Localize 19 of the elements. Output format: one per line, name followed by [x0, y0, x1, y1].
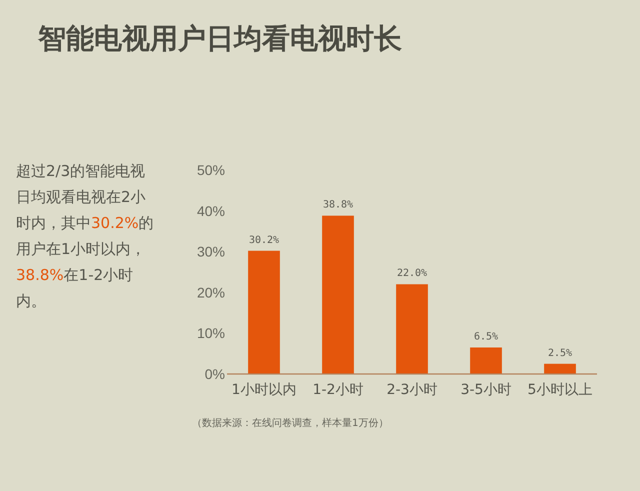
data-label: 22.0%: [396, 268, 428, 280]
x-tick-label: 1-2小时: [312, 382, 364, 398]
x-tick-label: 2-3小时: [386, 382, 438, 398]
x-tick-label: 1小时以内: [232, 382, 296, 398]
data-label: 6.5%: [474, 331, 498, 342]
y-tick-label: 10%: [196, 325, 225, 342]
text: （数据来源：在线问卷调查，样本量1万份）: [192, 416, 388, 430]
y-tick-label: 20%: [196, 284, 225, 300]
data-label: 38.8%: [322, 200, 354, 211]
y-tick-label: 50%: [196, 162, 225, 178]
y-tick-label: 30%: [196, 244, 225, 260]
text: 超过2/3的智能电视日均观看电视在2小时内，其中30.2%的用户在1小时以内，38.8%在1-2小时内。: [16, 162, 154, 310]
title: 智能电视用户日均看电视时长: [38, 21, 402, 57]
y-tick-label: 40%: [196, 202, 225, 219]
data-label: 2.5%: [548, 348, 572, 359]
y-tick-label: 0%: [204, 366, 225, 382]
x-tick-label: 3-5小时: [460, 382, 512, 398]
x-tick-label: 5小时以上: [528, 382, 592, 398]
data-label: 30.2%: [248, 234, 280, 246]
